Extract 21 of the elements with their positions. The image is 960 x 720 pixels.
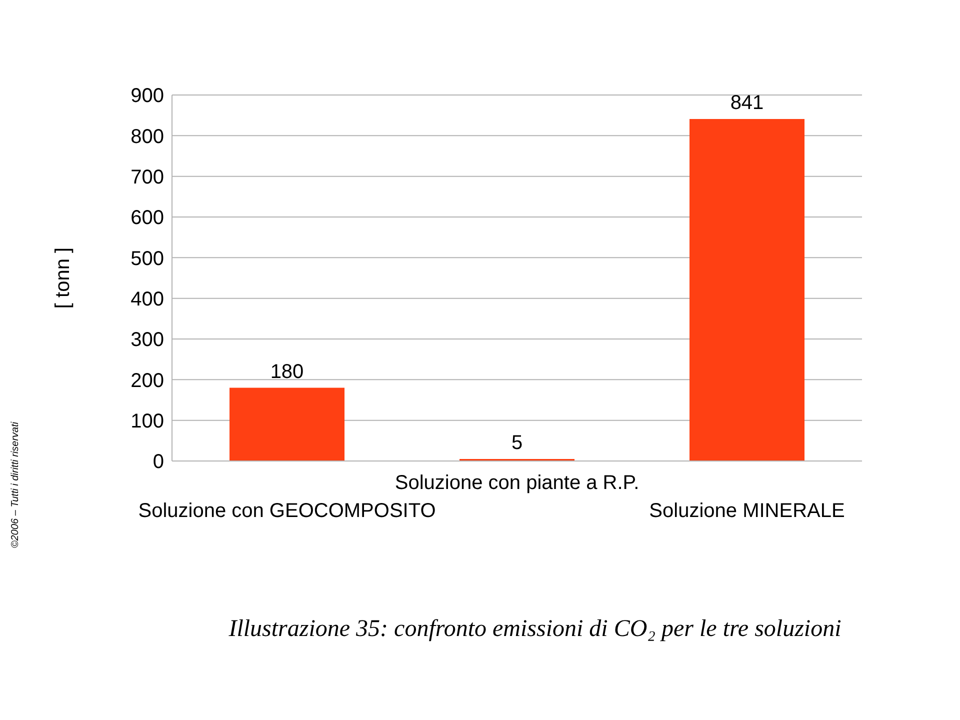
x-tick-label: Soluzione con GEOCOMPOSITO [138,500,436,522]
y-tick-label: 400 [130,288,164,310]
y-tick-label: 200 [130,370,164,392]
text: ©2006 – Tutti i diritti riservati [10,422,22,548]
y-tick-label: 800 [130,126,164,148]
y-tick-label: 300 [130,329,164,352]
y-tick-label: 0 [152,451,164,474]
x-tick-label: Soluzione con piante a R.P. [394,472,640,494]
text: Illustrazione 35: confronto emissioni di CO₂ per le tre soluzioni [228,616,842,643]
y-tick-label: 500 [130,248,164,270]
data-label: 841 [730,92,764,114]
y-tick-label: 900 [130,85,164,108]
y-tick-label: 100 [130,410,164,432]
y-axis-title: [ tonn ] [52,247,74,309]
bar [230,388,344,461]
x-tick-label: Soluzione MINERALE [649,500,845,522]
data-label: 180 [270,360,304,383]
data-label: 5 [511,432,523,454]
y-tick-label: 700 [130,166,164,188]
y-tick-label: 600 [130,207,164,230]
bar [690,118,804,461]
